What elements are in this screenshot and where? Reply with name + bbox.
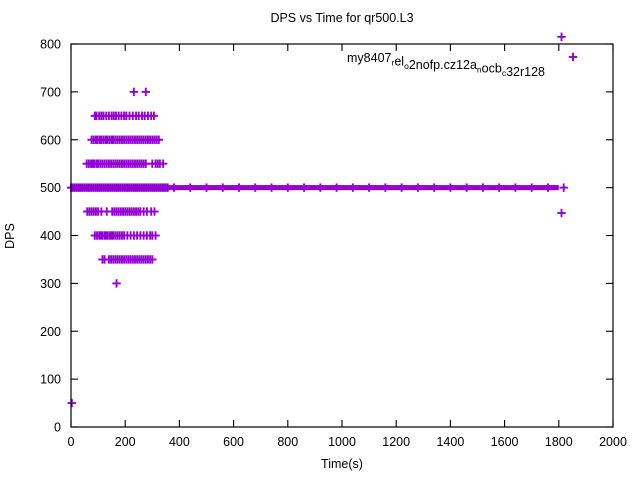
x-axis-label: Time(s) <box>321 457 363 471</box>
y-tick-label: 600 <box>40 133 61 147</box>
x-tick-label: 1200 <box>382 435 410 449</box>
data-point <box>67 398 77 408</box>
x-tick-label: 1600 <box>491 435 519 449</box>
x-tick-label: 400 <box>169 435 190 449</box>
legend-plus-icon <box>568 52 578 62</box>
y-tick-label: 300 <box>40 277 61 291</box>
legend-subscript: n <box>477 65 482 75</box>
legend-text-run: my8407 <box>347 51 392 65</box>
legend-subscript: r <box>392 58 395 68</box>
data-point <box>129 87 139 97</box>
x-tick-label: 0 <box>68 435 75 449</box>
data-point <box>557 208 566 218</box>
legend-series-label: my8407relo2nofp.cz12anocbc32r128 <box>347 51 545 79</box>
data-point <box>148 255 157 264</box>
y-tick-label: 500 <box>40 181 61 195</box>
y-tick-label: 100 <box>40 373 61 387</box>
data-point <box>150 207 159 216</box>
legend-text-run: el <box>394 55 404 69</box>
data-point <box>141 87 150 97</box>
x-tick-label: 200 <box>115 435 136 449</box>
legend-text-run: ocb <box>482 62 502 76</box>
data-point <box>158 159 168 168</box>
legend: my8407relo2nofp.cz12anocbc32r128 <box>347 51 578 79</box>
x-axis-ticks: 0 200 400 600 800 1000 1200 1400 1600 1800 2000 <box>68 44 627 449</box>
data-point <box>559 183 568 192</box>
y-tick-label: 200 <box>40 325 61 339</box>
x-tick-label: 1800 <box>545 435 573 449</box>
data-series-points <box>66 32 568 408</box>
y-tick-label: 800 <box>40 38 61 52</box>
legend-text-run: 2nofp.cz12a <box>409 58 477 72</box>
data-point <box>154 135 164 144</box>
y-tick-label: 700 <box>40 85 61 99</box>
legend-key-marker <box>568 52 578 62</box>
data-point <box>151 231 160 240</box>
y-tick-label: 400 <box>40 229 61 243</box>
x-tick-label: 1400 <box>436 435 464 449</box>
data-point <box>112 279 121 288</box>
legend-subscript: c <box>502 68 507 78</box>
chart-title: DPS vs Time for qr500.L3 <box>270 11 413 25</box>
data-point <box>557 32 566 42</box>
x-tick-label: 800 <box>277 435 298 449</box>
dense-band-500 <box>71 185 559 191</box>
y-axis-ticks: 0 100 200 300 400 500 600 700 800 <box>40 38 613 435</box>
data-point <box>149 111 159 121</box>
plot-frame <box>70 43 614 428</box>
x-tick-label: 2000 <box>599 435 627 449</box>
data-point <box>163 183 172 192</box>
x-tick-label: 1000 <box>328 435 356 449</box>
legend-subscript: o <box>404 61 409 71</box>
legend-text-run: 32r128 <box>506 65 545 79</box>
x-tick-label: 600 <box>223 435 244 449</box>
y-axis-label: DPS <box>3 223 17 249</box>
y-tick-label: 0 <box>54 421 61 435</box>
